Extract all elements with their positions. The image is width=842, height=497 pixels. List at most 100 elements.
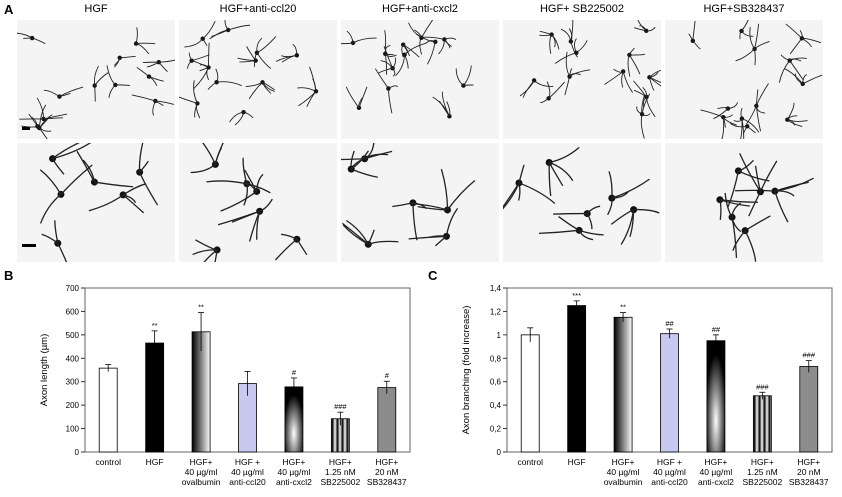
- neuron-shape: [245, 80, 275, 100]
- category-label: anti-ccl20: [651, 477, 688, 487]
- neuron-shape: [237, 46, 258, 63]
- y-tick-label: 0,4: [490, 401, 502, 410]
- significance-label: **: [198, 303, 204, 312]
- category-label: 40 µg/ml: [700, 467, 733, 477]
- neuron-shape: [410, 168, 476, 214]
- neuron-shape: [76, 150, 134, 188]
- neuron-shape: [136, 67, 164, 86]
- category-label: HGF +: [657, 457, 682, 467]
- y-tick-label: 0: [75, 448, 80, 457]
- neuron-shape: [503, 164, 556, 210]
- neuron-shape: [455, 65, 474, 88]
- category-label: anti-cxcl2: [698, 477, 734, 487]
- panel-a-label: A: [4, 2, 14, 17]
- neuron-shape: [739, 153, 778, 217]
- neuron-shape: [184, 21, 216, 48]
- neuron-shape: [408, 208, 459, 247]
- category-label: SB328437: [789, 477, 829, 487]
- micrograph-tile: [503, 20, 661, 139]
- significance-label: #: [385, 371, 390, 380]
- neuron-shape: [88, 183, 147, 214]
- neuron-shape: [192, 239, 221, 262]
- category-label: SB225002: [321, 477, 361, 487]
- category-label: SB328437: [367, 477, 407, 487]
- neuron-shape: [735, 23, 770, 66]
- bar: [520, 334, 540, 453]
- neuron-shape: [378, 46, 397, 77]
- neuron-shape: [39, 164, 93, 224]
- neuron-shape: [713, 102, 739, 120]
- bar: [98, 367, 118, 453]
- category-label: HGF+: [375, 457, 398, 467]
- column-title-anti-ccl20: HGF+anti-ccl20: [219, 3, 297, 15]
- neuron-shape: [634, 20, 656, 33]
- neuron-shape: [392, 199, 428, 241]
- column-title-anti-cxcl2: HGF+anti-cxcl2: [381, 3, 459, 15]
- category-label: 40 µg/ml: [185, 467, 218, 477]
- category-label: anti-cxcl2: [276, 477, 312, 487]
- neuron-shape: [142, 59, 175, 72]
- neuron-shape: [778, 54, 807, 83]
- neuron-shape: [554, 38, 588, 64]
- micrograph-tile: [17, 143, 175, 262]
- neuron-shape: [133, 27, 156, 55]
- neuron-shape: [688, 20, 701, 50]
- neuron-shape: [131, 94, 174, 116]
- column-title-hgf: HGF: [84, 3, 108, 15]
- significance-label: ###: [756, 382, 769, 391]
- neuron-shape: [545, 146, 580, 197]
- bar: [284, 386, 304, 453]
- axon-branching-chart: 0 0,2 0,4 0,6 0,8 1 1,2 1,4 Axon branching (fold…: [461, 284, 833, 487]
- neuron-shape: [347, 150, 378, 178]
- category-label: 1.25 nM: [747, 467, 778, 477]
- y-axis-label: Axon branching (fold increase): [461, 306, 472, 435]
- neuron-shape: [190, 143, 224, 174]
- neuron-shape: [607, 171, 650, 216]
- neuron-shape: [275, 44, 300, 63]
- category-label: 40 µg/ml: [278, 467, 311, 477]
- category-label: anti-ccl20: [229, 477, 266, 487]
- significance-label: **: [152, 321, 158, 330]
- category-label: HGF +: [235, 457, 260, 467]
- y-tick-label: 1,2: [490, 307, 502, 316]
- micrograph-tile: [503, 143, 661, 262]
- category-label: HGF: [568, 457, 586, 467]
- bar: [145, 342, 165, 453]
- neuron-shape: [539, 81, 565, 104]
- category-label: HGF+: [329, 457, 352, 467]
- bar: [706, 340, 726, 453]
- micrograph-tile: [341, 20, 499, 139]
- neuron-shape: [341, 30, 377, 46]
- neuron-shape: [732, 215, 771, 262]
- neuron-shape: [136, 143, 159, 206]
- neuron-shape: [217, 198, 273, 242]
- neuron-shape: [564, 51, 591, 96]
- neuron-shape: [297, 66, 319, 107]
- neuron-shape: [49, 143, 92, 175]
- neuron-shape: [610, 206, 660, 245]
- significance-label: **: [620, 303, 626, 312]
- neuron-shape: [254, 36, 277, 69]
- neuron-shape: [209, 20, 251, 40]
- neuron-shape: [422, 36, 457, 55]
- category-label: 20 nM: [375, 467, 399, 477]
- neuron-shape: [636, 93, 651, 139]
- neuron-shape: [727, 159, 770, 208]
- neuron-shape: [733, 107, 760, 139]
- y-tick-label: 300: [66, 378, 80, 387]
- y-tick-label: 0: [497, 448, 502, 457]
- neuron-shape: [341, 219, 399, 248]
- category-label: control: [95, 457, 121, 467]
- neuron-shape: [739, 20, 754, 40]
- neuron-shape: [341, 143, 393, 172]
- panel-b-label: B: [4, 268, 14, 283]
- bar: [799, 366, 819, 453]
- neuron-shape: [274, 233, 308, 261]
- neuron-shape: [220, 169, 264, 212]
- neuron-shape: [187, 52, 210, 69]
- neuron-shape: [106, 65, 130, 98]
- y-tick-label: 700: [66, 284, 80, 293]
- neuron-shape: [785, 102, 808, 127]
- neuron-shape: [17, 32, 46, 45]
- axon-length-chart: 0 100 200 300 400 500 600 700 Axon length (µm) co…: [39, 284, 411, 487]
